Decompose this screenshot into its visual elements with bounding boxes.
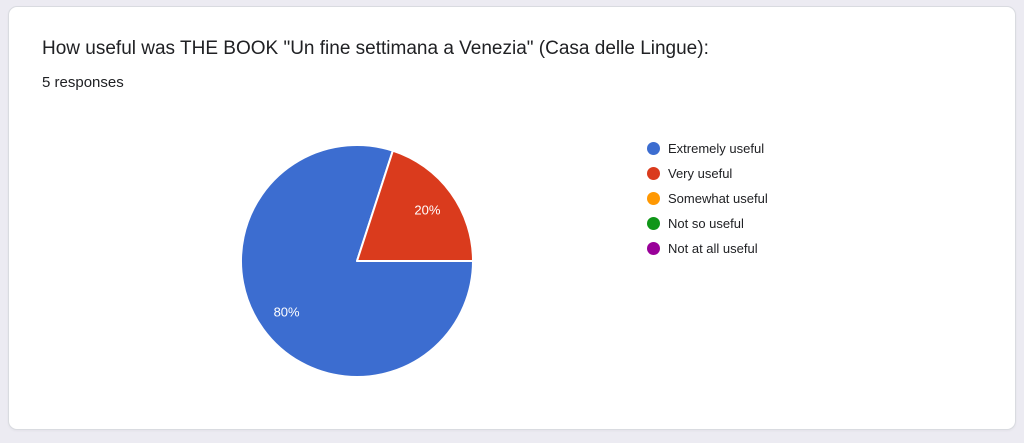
legend-item-extremely-useful: Extremely useful bbox=[647, 136, 768, 161]
legend-color-dot bbox=[647, 142, 660, 155]
legend-label: Not at all useful bbox=[668, 240, 758, 256]
question-title: How useful was THE BOOK "Un fine settima… bbox=[42, 38, 709, 59]
legend-color-dot bbox=[647, 192, 660, 205]
pie-slice-extremely-useful[interactable] bbox=[240, 144, 474, 378]
pie-slice-percent-label: 20% bbox=[414, 202, 440, 217]
chart-legend: Extremely useful Very useful Somewhat usef… bbox=[647, 136, 768, 261]
pie-chart: 80% 20% bbox=[240, 144, 474, 378]
responses-count: 5 responses bbox=[42, 74, 124, 91]
legend-item-very-useful: Very useful bbox=[647, 161, 768, 186]
legend-item-not-so-useful: Not so useful bbox=[647, 211, 768, 236]
legend-color-dot bbox=[647, 217, 660, 230]
pie-slice-very-useful[interactable] bbox=[356, 149, 474, 262]
legend-label: Extremely useful bbox=[668, 140, 765, 156]
question-results-card: How useful was THE BOOK "Un fine settima… bbox=[8, 6, 1016, 430]
legend-label: Not so useful bbox=[668, 215, 744, 231]
legend-color-dot bbox=[647, 242, 660, 255]
legend-label: Somewhat useful bbox=[668, 190, 768, 206]
legend-item-not-at-all-useful: Not at all useful bbox=[647, 236, 768, 261]
legend-item-somewhat-useful: Somewhat useful bbox=[647, 186, 768, 211]
legend-color-dot bbox=[647, 167, 660, 180]
pie-slice-percent-label: 80% bbox=[274, 305, 300, 320]
legend-label: Very useful bbox=[668, 165, 733, 181]
